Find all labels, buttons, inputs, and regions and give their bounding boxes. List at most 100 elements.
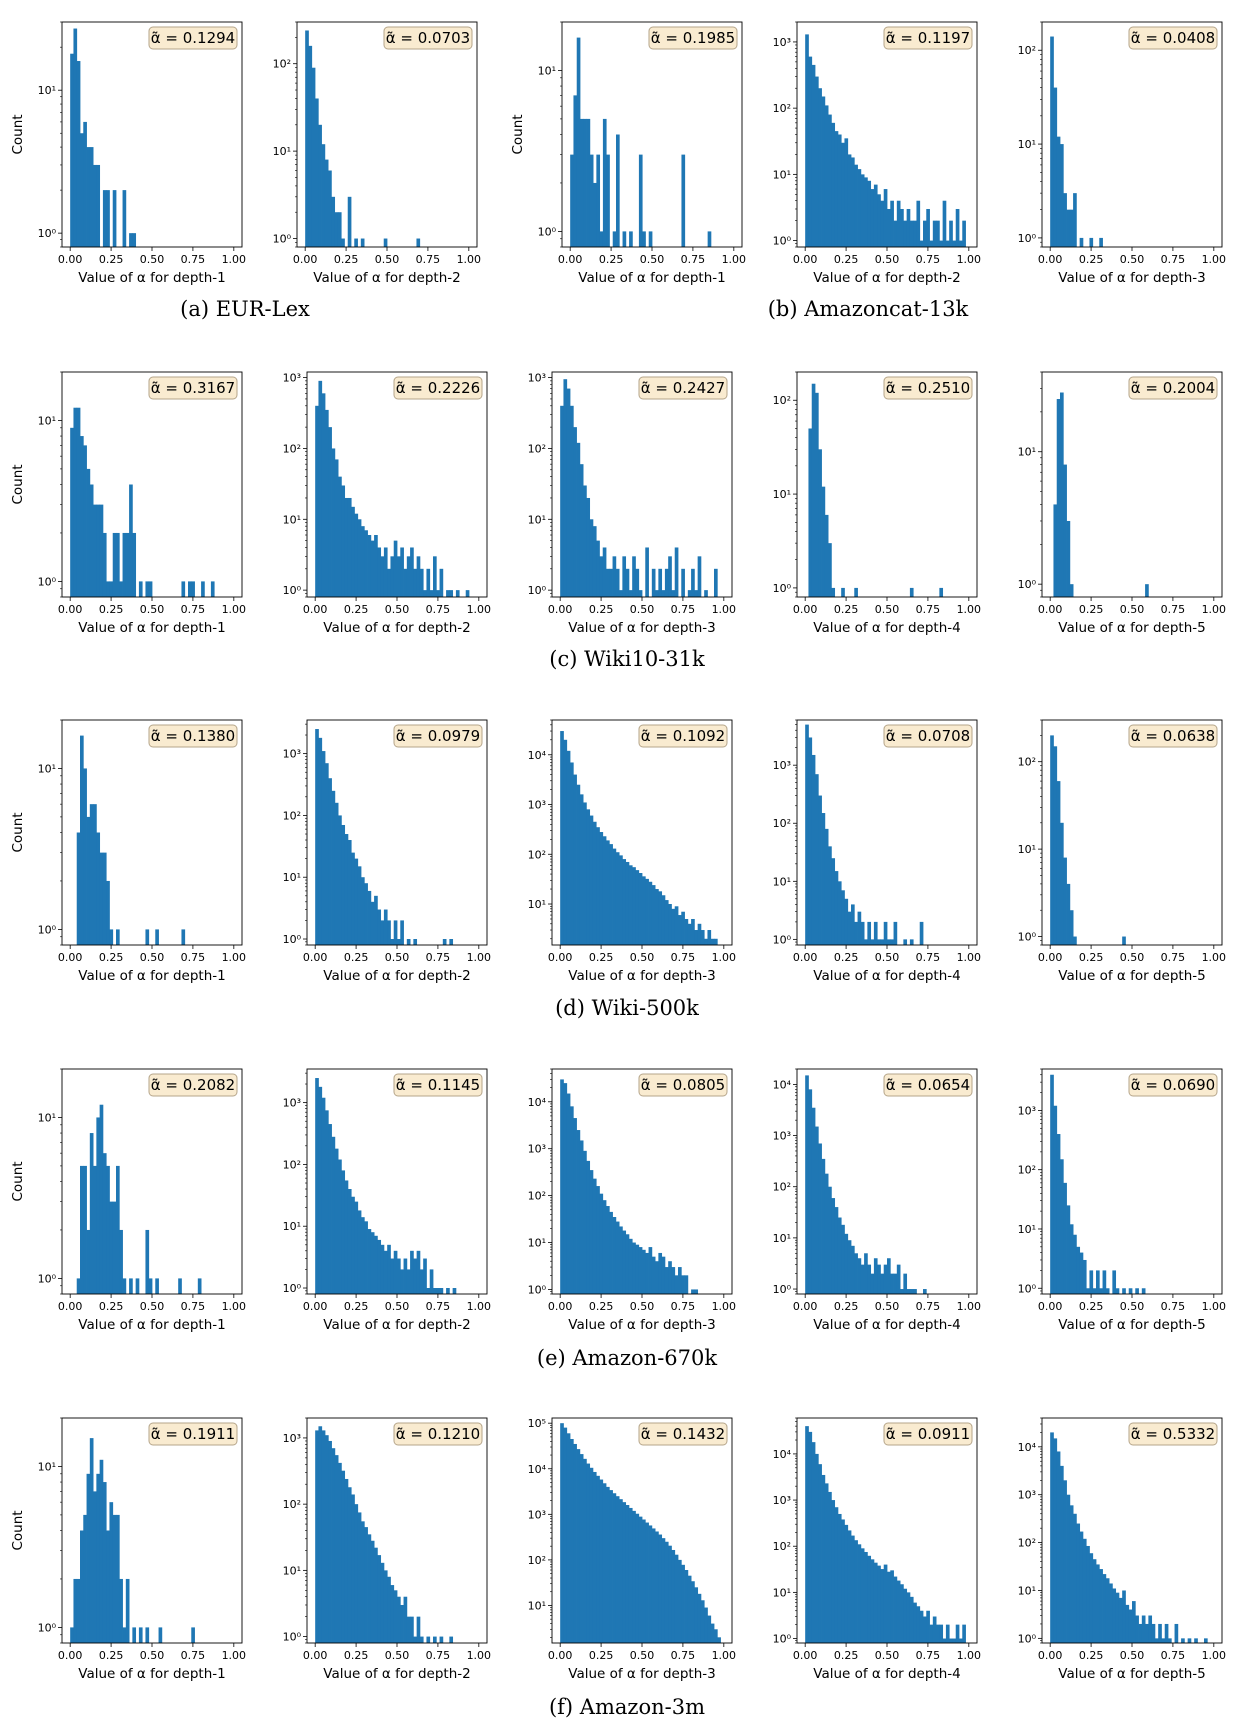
alpha-annotation-box bbox=[638, 376, 728, 400]
x-tick-label: 0.50 bbox=[375, 253, 400, 266]
histogram-bar bbox=[900, 208, 904, 247]
histogram-bar bbox=[455, 590, 460, 597]
histogram-bar bbox=[1053, 746, 1058, 945]
histogram-bar bbox=[932, 1616, 937, 1643]
histogram-bar bbox=[674, 906, 679, 945]
histogram-bar bbox=[145, 929, 150, 945]
x-tick-label: 0.75 bbox=[671, 1300, 696, 1313]
histogram-bar bbox=[1056, 781, 1061, 945]
histogram-bar bbox=[429, 1269, 434, 1294]
histogram-bar bbox=[873, 1258, 878, 1294]
caption-a: (a) EUR-Lex bbox=[180, 297, 310, 321]
x-tick-label: 0.50 bbox=[875, 1300, 900, 1313]
histogram-bar bbox=[178, 1278, 182, 1294]
histogram-bar bbox=[318, 124, 322, 247]
alpha-annotation-box bbox=[393, 724, 483, 748]
y-tick-label: 10¹ bbox=[38, 84, 56, 97]
y-tick-label: 10¹ bbox=[1018, 138, 1036, 151]
histogram-bar bbox=[890, 200, 894, 247]
alpha-annotation: α̃ = 0.3167 bbox=[151, 379, 235, 397]
histogram-bar bbox=[393, 540, 398, 597]
histogram-bar bbox=[877, 1565, 881, 1643]
histogram-bar bbox=[870, 189, 875, 247]
histogram-bar bbox=[566, 1093, 571, 1294]
histogram-bar bbox=[906, 208, 911, 247]
histogram-bar bbox=[893, 1576, 898, 1643]
histogram-bar bbox=[824, 1483, 829, 1643]
histogram-bar bbox=[210, 581, 215, 597]
histogram-bar bbox=[83, 445, 87, 597]
histogram-bar bbox=[615, 1221, 620, 1294]
histogram-bar bbox=[586, 497, 591, 597]
histogram-bar bbox=[390, 939, 395, 945]
histogram-bar bbox=[955, 1624, 960, 1643]
histogram-bar bbox=[354, 1201, 359, 1294]
alpha-annotation: α̃ = 0.0638 bbox=[1131, 727, 1215, 745]
histogram-bar bbox=[589, 1467, 594, 1643]
histogram-bar bbox=[122, 1278, 127, 1294]
histogram-bar bbox=[655, 1261, 659, 1294]
histogram-bar bbox=[331, 448, 336, 597]
x-tick-label: 0.00 bbox=[303, 1649, 328, 1662]
alpha-annotation-box bbox=[883, 1422, 973, 1446]
histogram-bar bbox=[671, 908, 676, 945]
histogram-bar bbox=[354, 238, 358, 247]
histogram-bar bbox=[1076, 1246, 1081, 1294]
histogram-bar bbox=[844, 1233, 849, 1294]
histogram-bar bbox=[867, 1264, 872, 1294]
histogram-bar bbox=[419, 568, 424, 597]
x-tick-label: 0.25 bbox=[589, 603, 614, 616]
alpha-annotation: α̃ = 0.2082 bbox=[151, 1076, 235, 1094]
histogram-bar bbox=[1069, 209, 1074, 247]
x-tick-label: 0.00 bbox=[58, 951, 83, 964]
histogram-bar bbox=[658, 568, 663, 597]
histogram-bar bbox=[668, 556, 672, 597]
alpha-annotation: α̃ = 0.0708 bbox=[886, 727, 970, 745]
histogram-bar bbox=[1053, 1105, 1058, 1294]
histogram-bar bbox=[576, 1449, 581, 1643]
histogram-bar bbox=[834, 1507, 839, 1643]
histogram-bar bbox=[347, 840, 352, 945]
histogram-bar bbox=[321, 1097, 326, 1294]
histogram-bar bbox=[311, 67, 316, 248]
y-tick-label: 10¹ bbox=[1018, 1584, 1036, 1597]
histogram-bar bbox=[903, 1588, 908, 1643]
histogram-bar bbox=[351, 1196, 355, 1294]
histogram-bar bbox=[628, 590, 633, 597]
y-tick-label: 10¹ bbox=[283, 1564, 301, 1577]
histogram-bar bbox=[674, 1275, 679, 1294]
y-tick-label: 10⁴ bbox=[528, 1463, 547, 1476]
y-tick-label: 10⁰ bbox=[1018, 1632, 1037, 1645]
histogram-bar bbox=[119, 1229, 123, 1294]
histogram-bar bbox=[592, 1471, 597, 1643]
histogram-bar bbox=[847, 911, 852, 945]
alpha-annotation-box bbox=[883, 26, 973, 50]
histogram-bar bbox=[599, 1479, 604, 1643]
histogram-bar bbox=[383, 547, 388, 597]
histogram-bar bbox=[681, 154, 686, 247]
x-tick-label: 0.75 bbox=[1161, 603, 1186, 616]
x-axis-label: Value of α for depth-5 bbox=[1058, 1317, 1205, 1333]
histogram-bar bbox=[837, 881, 842, 945]
alpha-annotation: α̃ = 0.5332 bbox=[1131, 1425, 1215, 1443]
histogram-bar bbox=[383, 1570, 388, 1643]
histogram-bar bbox=[406, 1269, 411, 1294]
y-tick-label: 10⁰ bbox=[773, 582, 792, 595]
histogram-bar bbox=[818, 449, 822, 597]
y-tick-label: 10⁰ bbox=[38, 575, 57, 588]
histogram-bar bbox=[635, 1513, 640, 1643]
histogram-bar bbox=[413, 939, 418, 945]
histogram-bar bbox=[576, 784, 581, 945]
histogram-bar bbox=[132, 233, 137, 247]
histogram-bar bbox=[446, 1288, 450, 1294]
x-axis-label: Value of α for depth-1 bbox=[578, 270, 725, 286]
histogram-bar bbox=[129, 233, 133, 247]
histogram-bar bbox=[1050, 1432, 1054, 1643]
histogram-bar bbox=[344, 497, 349, 597]
histogram-bar bbox=[351, 506, 355, 597]
histogram-bar bbox=[1082, 1259, 1087, 1294]
histogram-bar bbox=[1181, 1638, 1185, 1643]
histogram-bar bbox=[1089, 1270, 1094, 1294]
histogram-bar bbox=[602, 118, 607, 248]
histogram-bar bbox=[325, 409, 329, 597]
